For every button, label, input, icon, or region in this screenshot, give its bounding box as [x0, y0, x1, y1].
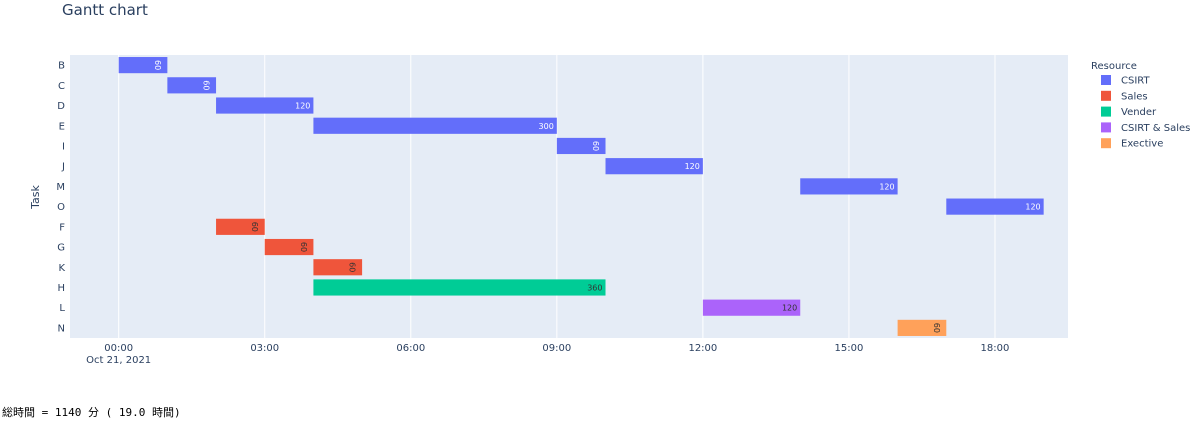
gantt-bar: [800, 178, 898, 195]
y-tick-label: J: [61, 162, 65, 173]
y-tick-label: D: [57, 101, 65, 112]
x-tick-label: 15:00: [835, 343, 864, 354]
gantt-bar: [313, 117, 557, 134]
y-tick-label: K: [58, 263, 65, 274]
bar-data-label: 60: [932, 323, 941, 333]
gantt-bar: [118, 57, 168, 74]
legend-swatch: [1101, 75, 1111, 85]
bar-data-label: 60: [202, 80, 211, 90]
bar-data-label: 120: [1025, 203, 1040, 212]
y-tick-label: I: [62, 141, 65, 152]
bar-data-label: 60: [299, 242, 308, 252]
y-tick-label: O: [57, 202, 65, 213]
x-tick-label: 06:00: [396, 343, 425, 354]
x-tick-label: 00:00: [104, 343, 133, 354]
bar-data-label: 300: [539, 122, 554, 131]
y-tick-label: L: [59, 303, 65, 314]
y-tick-label: C: [58, 81, 65, 92]
bar-data-label: 120: [879, 182, 894, 191]
gantt-bar: [313, 259, 363, 276]
legend-entry: Sales: [1121, 91, 1148, 102]
gantt-chart: Gantt chart 60 60 120 300 60 120 120 120 60 60 60 3…: [29, 1, 1190, 366]
x-tick-label: 09:00: [542, 343, 571, 354]
legend-swatch: [1101, 106, 1111, 117]
y-axis-title: Task: [29, 185, 42, 210]
legend: Resource CSIRT Sales Vender CSIRT & Sales Ex…: [1091, 61, 1190, 150]
gantt-bar: [605, 158, 703, 175]
total-time-text: 総時間 = 1140 分 ( 19.0 時間): [2, 406, 181, 419]
y-tick-label: N: [58, 323, 65, 334]
legend-title: Resource: [1091, 61, 1137, 72]
bar-data-label: 60: [250, 222, 259, 232]
gantt-bar: [167, 77, 217, 94]
legend-swatch: [1101, 90, 1111, 101]
legend-entry: CSIRT: [1121, 76, 1151, 87]
gantt-bar: [897, 319, 947, 336]
legend-swatch: [1101, 138, 1111, 149]
gantt-bar: [556, 137, 606, 155]
x-axis: 00:00 03:00 06:00 09:00 12:00 15:00 18:00: [104, 343, 1009, 354]
x-axis-date-label: Oct 21, 2021: [86, 355, 151, 366]
y-tick-label: E: [59, 121, 65, 132]
legend-entry: Exective: [1121, 139, 1163, 150]
y-tick-label: H: [57, 283, 65, 294]
gantt-bar: [216, 218, 265, 235]
x-tick-label: 12:00: [688, 343, 717, 354]
bar-data-label: 60: [348, 262, 357, 272]
y-tick-label: F: [59, 222, 65, 233]
gantt-bar: [264, 238, 314, 256]
x-tick-label: 18:00: [981, 343, 1010, 354]
gantt-bar: [946, 198, 1044, 215]
y-tick-label: B: [58, 61, 65, 72]
legend-entry: Vender: [1121, 107, 1157, 118]
y-tick-label: G: [57, 243, 65, 254]
gantt-bar: [702, 299, 801, 316]
bar-data-label: 120: [685, 162, 700, 171]
legend-swatch: [1101, 122, 1111, 133]
gantt-bar: [313, 279, 606, 296]
legend-entry: CSIRT & Sales: [1121, 123, 1190, 134]
gantt-bar: [216, 97, 314, 114]
bar-data-label: 360: [587, 283, 602, 292]
y-tick-label: M: [56, 182, 65, 193]
bars-group: 60 60 120 300 60 120 120 120 60 60 60 360 120 60: [118, 57, 1044, 336]
chart-title: Gantt chart: [62, 1, 148, 19]
bar-data-label: 60: [153, 60, 162, 70]
bar-data-label: 120: [295, 102, 310, 111]
bar-data-label: 120: [782, 304, 797, 313]
bar-data-label: 60: [591, 141, 600, 151]
x-tick-label: 03:00: [250, 343, 279, 354]
